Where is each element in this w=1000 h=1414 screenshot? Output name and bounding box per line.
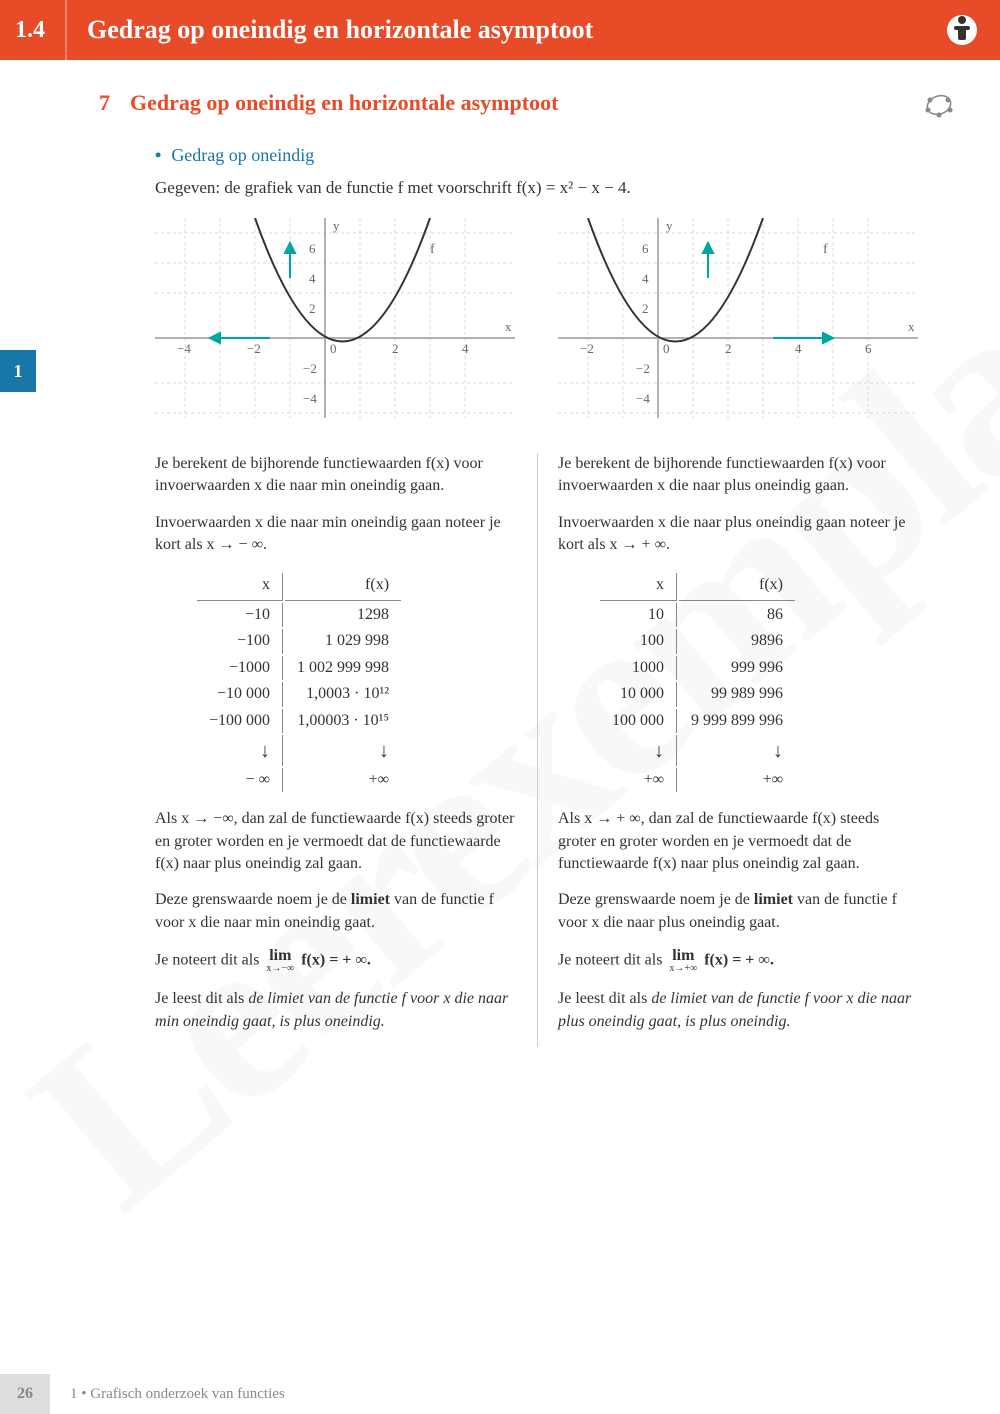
svg-text:2: 2 xyxy=(725,341,732,356)
td-x: −100 000 xyxy=(197,709,283,733)
td-x: 100 xyxy=(600,629,677,653)
right-column: Je berekent de bijhorende functiewaarden… xyxy=(537,453,920,1047)
bullet-dot: • xyxy=(155,145,161,166)
td-x: 10 xyxy=(600,603,677,627)
svg-text:−2: −2 xyxy=(247,341,261,356)
bullet-label: Gedrag op oneindig xyxy=(171,145,314,166)
td-fx: 1298 xyxy=(285,603,401,627)
text: Als x → + ∞, dan zal de functiewaarde f(… xyxy=(558,808,920,875)
svg-text:4: 4 xyxy=(309,271,316,286)
text: Je berekent de bijhorende functiewaarden… xyxy=(558,453,920,498)
td-fx: 1 002 999 998 xyxy=(285,656,401,680)
td-fx: 86 xyxy=(679,603,795,627)
text: Je leest dit als de limiet van de functi… xyxy=(558,988,920,1033)
footer-chapter: 1 • Grafisch onderzoek van functies xyxy=(50,1386,285,1403)
svg-text:6: 6 xyxy=(309,241,316,256)
text: Invoerwaarden x die naar plus oneindig g… xyxy=(558,512,920,557)
bullet-item: • Gedrag op oneindig xyxy=(155,145,920,166)
text: Je leest dit als de limiet van de functi… xyxy=(155,988,517,1033)
svg-text:2: 2 xyxy=(392,341,399,356)
text: Je noteert dit als limx→−∞ f(x) = + ∞. xyxy=(155,948,517,974)
graph-left: −4 −2 0 2 4 6 4 2 −2 −4 y x f xyxy=(155,218,518,423)
svg-text:x: x xyxy=(908,319,915,334)
text: Je berekent de bijhorende functiewaarden… xyxy=(155,453,517,498)
svg-text:x: x xyxy=(505,319,512,334)
svg-text:4: 4 xyxy=(462,341,469,356)
td-x: 100 000 xyxy=(600,709,677,733)
svg-text:−2: −2 xyxy=(636,361,650,376)
td-x: −10 xyxy=(197,603,283,627)
svg-text:y: y xyxy=(333,218,340,233)
section-title: Gedrag op oneindig en horizontale asympt… xyxy=(130,90,924,125)
th-x: x xyxy=(197,573,283,601)
page-number: 26 xyxy=(0,1374,50,1414)
arrow: ↓ xyxy=(600,735,677,766)
svg-text:0: 0 xyxy=(663,341,670,356)
geogebra-icon xyxy=(924,90,960,125)
td-x: 10 000 xyxy=(600,682,677,706)
lim-x: − ∞ xyxy=(197,768,283,792)
th-x: x xyxy=(600,573,677,601)
section-number: 7 xyxy=(0,90,130,125)
svg-text:f: f xyxy=(823,242,828,257)
td-x: 1000 xyxy=(600,656,677,680)
td-fx: 9896 xyxy=(679,629,795,653)
td-x: −10 000 xyxy=(197,682,283,706)
svg-text:2: 2 xyxy=(309,301,316,316)
td-fx: 999 996 xyxy=(679,656,795,680)
header-section-number: 1.4 xyxy=(0,0,67,60)
text: Deze grenswaarde noem je de limiet van d… xyxy=(558,889,920,934)
lim-fx: +∞ xyxy=(285,768,401,792)
svg-text:−2: −2 xyxy=(580,341,594,356)
arrow: ↓ xyxy=(679,735,795,766)
svg-text:f: f xyxy=(430,242,435,257)
td-x: −1000 xyxy=(197,656,283,680)
svg-text:−2: −2 xyxy=(303,361,317,376)
header-title: Gedrag op oneindig en horizontale asympt… xyxy=(67,15,593,45)
graph-right: −2 0 2 4 6 6 4 2 −2 −4 y x f xyxy=(558,218,921,423)
svg-text:−4: −4 xyxy=(303,391,317,406)
svg-text:y: y xyxy=(666,218,673,233)
two-column-content: Je berekent de bijhorende functiewaarden… xyxy=(155,453,920,1047)
td-fx: 1 029 998 xyxy=(285,629,401,653)
text: Deze grenswaarde noem je de limiet van d… xyxy=(155,889,517,934)
lim-fx: +∞ xyxy=(679,768,795,792)
svg-text:4: 4 xyxy=(642,271,649,286)
value-table-right: x f(x) 1086 1009896 1000999 996 10 00099… xyxy=(598,571,797,795)
th-fx: f(x) xyxy=(285,573,401,601)
arrow: ↓ xyxy=(197,735,283,766)
text: Als x → −∞, dan zal de functiewaarde f(x… xyxy=(155,808,517,875)
page-header: 1.4 Gedrag op oneindig en horizontale as… xyxy=(0,0,1000,60)
svg-text:0: 0 xyxy=(330,341,337,356)
td-fx: 99 989 996 xyxy=(679,682,795,706)
arrow: ↓ xyxy=(285,735,401,766)
info-icon xyxy=(944,12,980,53)
text: Je noteert dit als limx→+∞ f(x) = + ∞. xyxy=(558,948,920,974)
intro-text: Gegeven: de grafiek van de functie f met… xyxy=(155,178,920,198)
page-footer: 26 1 • Grafisch onderzoek van functies xyxy=(0,1374,1000,1414)
svg-text:−4: −4 xyxy=(636,391,650,406)
left-column: Je berekent de bijhorende functiewaarden… xyxy=(155,453,517,1047)
td-fx: 1,00003 · 10¹⁵ xyxy=(285,709,401,733)
svg-text:−4: −4 xyxy=(177,341,191,356)
svg-text:2: 2 xyxy=(642,301,649,316)
svg-text:6: 6 xyxy=(642,241,649,256)
td-x: −100 xyxy=(197,629,283,653)
svg-text:4: 4 xyxy=(795,341,802,356)
value-table-left: x f(x) −101298 −1001 029 998 −10001 002 … xyxy=(195,571,403,795)
th-fx: f(x) xyxy=(679,573,795,601)
svg-text:6: 6 xyxy=(865,341,872,356)
lim-x: +∞ xyxy=(600,768,677,792)
text: Invoerwaarden x die naar min oneindig ga… xyxy=(155,512,517,557)
td-fx: 1,0003 · 10¹² xyxy=(285,682,401,706)
td-fx: 9 999 899 996 xyxy=(679,709,795,733)
